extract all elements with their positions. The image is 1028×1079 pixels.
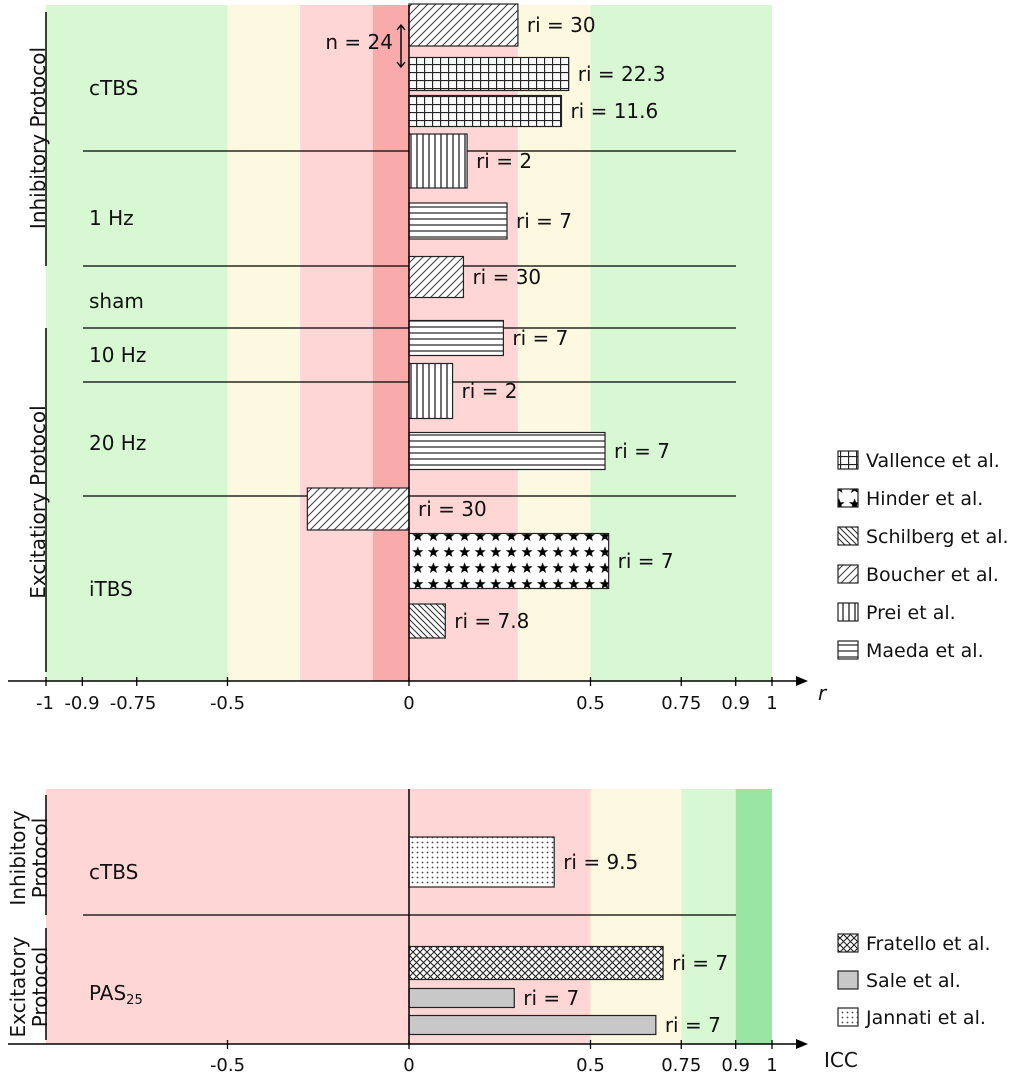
bottom-tick-label-5: 1 [766, 1055, 777, 1076]
top-legend: Vallence et al. Hinder et al. Schilberg et… [837, 450, 1009, 662]
legend-swatch-boucher-et-al [837, 564, 859, 584]
bar-label-ctbs-0: ri = 30 [527, 13, 596, 37]
top-tick-label-6: 0.75 [661, 693, 701, 714]
group-label-sham: sham [89, 289, 144, 313]
bottom-tick-label-1: 0 [403, 1055, 414, 1076]
bottom-tick-label-2: 0.5 [576, 1055, 605, 1076]
group-label-pas25: PAS25 [89, 981, 143, 1008]
top-tick-label-0: -1 [36, 693, 54, 714]
legend-swatch-maeda-et-al [837, 640, 859, 660]
icc-legend-label-fratello-et-al: Fratello et al. [866, 933, 991, 955]
bottom-x-axis [8, 1039, 808, 1049]
bar-label-ctbs-2: ri = 11.6 [570, 99, 658, 123]
bar-1-hz-1 [408, 202, 508, 240]
icc-band-1 [590, 789, 682, 1044]
bar-ctbs-2 [408, 94, 563, 128]
top-tick-label-7: 0.9 [721, 693, 750, 714]
icc-legend-label-jannati-et-al: Jannati et al. [865, 1007, 986, 1029]
legend-swatch-schilberg-et-al [837, 526, 859, 546]
icc-legend-swatch-sale-et-al [837, 970, 859, 990]
excitatory-protocol-label: Excitatiory Protocol [26, 405, 50, 598]
legend-label-schilberg-et-al: Schilberg et al. [866, 526, 1009, 548]
bar-20-hz-1 [408, 431, 606, 471]
sample-size-arrow [396, 23, 406, 69]
bar-20-hz-0 [408, 362, 454, 420]
legend-swatch-hinder-et-al [837, 488, 859, 508]
inhibitory-protocol-label: Inhibitory Protocol [26, 47, 50, 229]
bar-label-1-hz-0: ri = 2 [476, 149, 532, 173]
bottom-tick-label-3: 0.75 [661, 1055, 701, 1076]
icc-bar-label-pas-1: ri = 7 [523, 986, 579, 1010]
band-6 [590, 5, 772, 681]
bar-label-ctbs-1: ri = 22.3 [578, 62, 666, 86]
bar-label-1-hz-1: ri = 7 [516, 209, 572, 233]
inhibitory-protocol-label-icc: InhibitoryProtocol [6, 810, 52, 905]
icc-bar-label-pas-0: ri = 7 [672, 951, 728, 975]
group-label-20hz: 20 Hz [89, 431, 146, 455]
group-label-ctbs: cTBS [89, 76, 138, 100]
bar-itbs-0 [306, 487, 410, 531]
sample-size-annotation: n = 24 [325, 30, 393, 54]
bottom-tick-label-0: -0.5 [210, 1055, 245, 1076]
group-label-10hz: 10 Hz [89, 343, 146, 367]
top-bars: ri = 30 ri = 22.3 ri = 11.6 ri = 2 ri = 7 ri … [306, 3, 674, 639]
top-tick-label-8: 1 [766, 693, 777, 714]
top-tick-label-4: 0 [403, 693, 414, 714]
icc-legend-swatch-jannati-et-al [837, 1007, 859, 1027]
icc-band-2 [681, 789, 736, 1044]
icc-bar-label-ctbs-0: ri = 9.5 [563, 850, 638, 874]
bar-sham-0 [408, 255, 465, 299]
legend-label-prei-et-al: Prei et al. [866, 602, 956, 624]
legend-swatch-vallence-et-al [837, 450, 859, 470]
top-x-axis-label: r [818, 681, 828, 705]
top-tick-label-2: -0.75 [110, 693, 157, 714]
bar-label-itbs-0: ri = 30 [418, 497, 487, 521]
band-0 [46, 5, 228, 681]
bar-label-sham-0: ri = 30 [472, 265, 541, 289]
icc-bar-pas-0 [408, 945, 664, 981]
top-tick-label-1: -0.9 [64, 693, 99, 714]
band-1 [227, 5, 301, 681]
legend-label-maeda-et-al: Maeda et al. [866, 640, 984, 662]
group-label-itbs: iTBS [89, 577, 133, 601]
bottom-x-axis-label: ICC [824, 1048, 858, 1072]
top-x-axis [8, 676, 808, 686]
bar-itbs-2 [408, 603, 446, 639]
top-tick-label-5: 0.5 [576, 693, 605, 714]
bar-label-itbs-1: ri = 7 [618, 549, 674, 573]
bar-label-20-hz-0: ri = 2 [462, 379, 518, 403]
top-x-ticks: -1 -0.9 -0.75 -0.5 0 0.5 0.75 0.9 1 [36, 677, 778, 714]
bottom-x-ticks: -0.5 0 0.5 0.75 0.9 1 [210, 1040, 778, 1076]
top-tick-label-3: -0.5 [210, 693, 245, 714]
icc-bar-pas-2 [408, 1014, 657, 1036]
excitatory-protocol-label-icc: ExcitatoryProtocol [6, 936, 52, 1037]
bar-1-hz-0 [408, 133, 468, 189]
bar-itbs-1 [408, 532, 610, 590]
bar-ctbs-0 [408, 3, 519, 47]
bottom-tick-label-4: 0.9 [721, 1055, 750, 1076]
group-label-1hz: 1 Hz [89, 206, 134, 230]
icc-legend-swatch-fratello-et-al [837, 933, 859, 953]
legend-label-vallence-et-al: Vallence et al. [866, 450, 1000, 472]
bottom-bars: ri = 9.5 ri = 7 ri = 7 ri = 7 [408, 836, 728, 1037]
legend-label-hinder-et-al: Hinder et al. [866, 488, 983, 510]
bar-label-itbs-2: ri = 7.8 [454, 609, 529, 633]
icc-legend-label-sale-et-al: Sale et al. [866, 970, 961, 992]
bar-label-20-hz-1: ri = 7 [614, 439, 670, 463]
band-2 [300, 5, 373, 681]
band-3 [372, 5, 409, 681]
bar-ctbs-1 [408, 56, 570, 92]
group-label-ctbs-icc: cTBS [89, 860, 138, 884]
icc-bar-label-pas-2: ri = 7 [665, 1013, 721, 1037]
icc-bar-ctbs-0 [408, 836, 555, 888]
icc-band-3 [735, 789, 772, 1044]
legend-label-boucher-et-al: Boucher et al. [866, 564, 999, 586]
bar-10-hz-0 [408, 319, 504, 357]
legend-swatch-prei-et-al [837, 602, 859, 622]
bar-label-10-hz-0: ri = 7 [512, 326, 568, 350]
bottom-legend: Fratello et al. Sale et al. Jannati et al. [837, 933, 991, 1029]
icc-bar-pas-1 [408, 987, 515, 1009]
